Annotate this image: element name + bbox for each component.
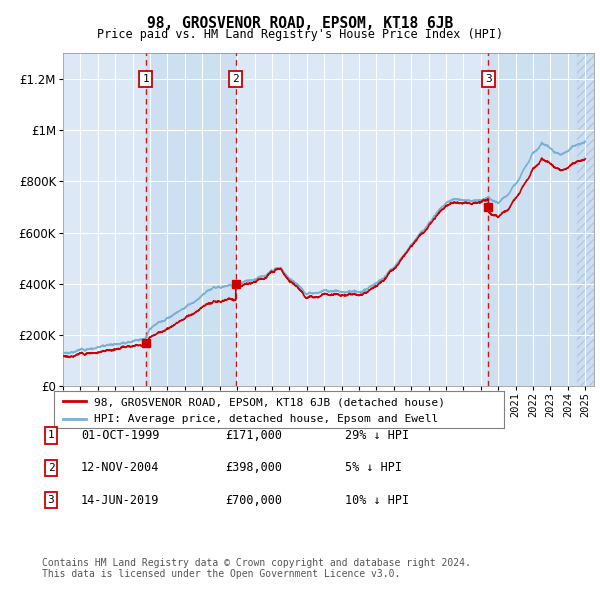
Text: £700,000: £700,000 — [225, 494, 282, 507]
Text: 3: 3 — [47, 496, 55, 505]
Text: 29% ↓ HPI: 29% ↓ HPI — [345, 429, 409, 442]
Text: 12-NOV-2004: 12-NOV-2004 — [81, 461, 160, 474]
Text: Contains HM Land Registry data © Crown copyright and database right 2024.
This d: Contains HM Land Registry data © Crown c… — [42, 558, 471, 579]
Text: HPI: Average price, detached house, Epsom and Ewell: HPI: Average price, detached house, Epso… — [95, 414, 439, 424]
Text: 5% ↓ HPI: 5% ↓ HPI — [345, 461, 402, 474]
Text: 2: 2 — [47, 463, 55, 473]
Text: Price paid vs. HM Land Registry's House Price Index (HPI): Price paid vs. HM Land Registry's House … — [97, 28, 503, 41]
Text: £398,000: £398,000 — [225, 461, 282, 474]
Text: 98, GROSVENOR ROAD, EPSOM, KT18 6JB: 98, GROSVENOR ROAD, EPSOM, KT18 6JB — [147, 16, 453, 31]
Bar — [577, 53, 594, 386]
Bar — [488, 53, 577, 386]
Text: £171,000: £171,000 — [225, 429, 282, 442]
Text: 1: 1 — [47, 431, 55, 440]
Text: 10% ↓ HPI: 10% ↓ HPI — [345, 494, 409, 507]
Text: 1: 1 — [142, 74, 149, 84]
Text: 3: 3 — [485, 74, 492, 84]
Text: 14-JUN-2019: 14-JUN-2019 — [81, 494, 160, 507]
Text: 01-OCT-1999: 01-OCT-1999 — [81, 429, 160, 442]
Bar — [577, 53, 594, 386]
Bar — [146, 53, 236, 386]
Text: 2: 2 — [232, 74, 239, 84]
Text: 98, GROSVENOR ROAD, EPSOM, KT18 6JB (detached house): 98, GROSVENOR ROAD, EPSOM, KT18 6JB (det… — [95, 397, 445, 407]
